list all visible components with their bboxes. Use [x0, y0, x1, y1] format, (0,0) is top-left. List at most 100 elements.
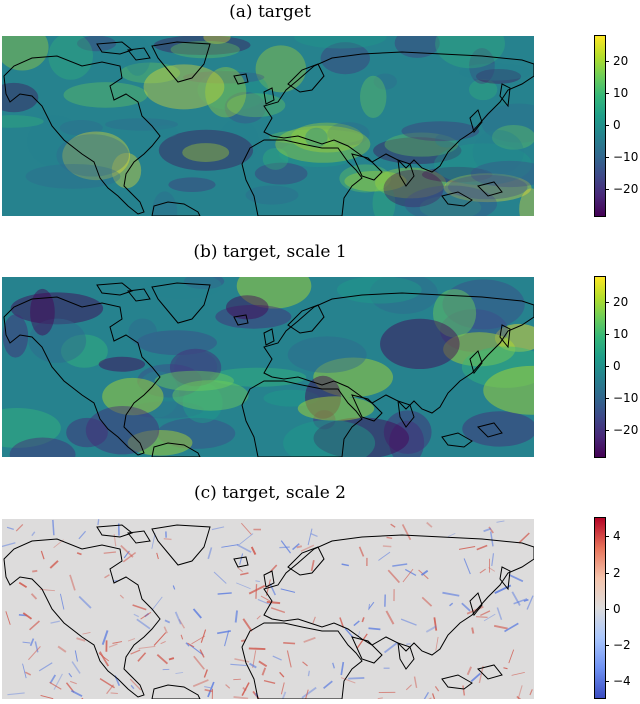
field-streak — [30, 593, 38, 600]
field-streak — [489, 531, 494, 547]
field-streak — [104, 574, 110, 579]
field-streak — [361, 617, 365, 623]
field-streak — [68, 672, 73, 678]
coastline — [397, 400, 415, 428]
field-blob — [143, 277, 222, 299]
field-streak — [435, 636, 439, 651]
field-streak — [52, 519, 55, 536]
field-streak — [204, 688, 213, 693]
field-streak — [160, 640, 166, 645]
field-streak — [153, 632, 167, 646]
field-streak — [163, 626, 168, 634]
field-streak — [303, 636, 316, 643]
field-blob — [218, 118, 259, 164]
field-blob — [136, 330, 217, 356]
field-streak — [281, 691, 287, 699]
field-streak — [529, 689, 533, 696]
field-blob — [30, 288, 55, 336]
panel-c-map — [2, 519, 534, 699]
field-blob — [151, 191, 178, 216]
field-blob — [154, 370, 234, 392]
field-blob — [182, 382, 223, 424]
panel-a-heatmap — [2, 36, 534, 216]
coastline — [233, 556, 249, 568]
field-streak — [28, 646, 41, 661]
field-blob — [443, 173, 532, 203]
field-streak — [151, 533, 156, 549]
field-streak — [239, 533, 254, 545]
colorbar-tick: −20 — [605, 183, 638, 195]
coastline — [241, 139, 363, 216]
field-streak — [493, 624, 508, 630]
field-streak — [310, 533, 318, 538]
field-streak — [241, 639, 246, 642]
field-blob — [2, 408, 61, 448]
coastline — [151, 282, 211, 324]
field-streak — [504, 622, 519, 633]
field-streak — [53, 673, 63, 690]
coastline — [469, 109, 483, 134]
coastline — [127, 47, 151, 61]
field-streak — [421, 596, 433, 607]
field-streak — [31, 531, 36, 537]
field-streak — [175, 672, 184, 674]
field-blob — [129, 401, 204, 419]
field-blob — [269, 129, 364, 145]
field-streak — [233, 695, 249, 699]
field-streak — [513, 598, 528, 605]
coastline — [151, 442, 201, 457]
field-blob — [375, 167, 447, 199]
field-streak — [137, 652, 147, 662]
field-streak — [138, 645, 156, 650]
field-streak — [401, 524, 412, 541]
field-blob — [224, 91, 267, 124]
field-streak — [300, 544, 315, 552]
field-blob — [203, 36, 231, 45]
field-blob — [384, 132, 459, 157]
field-blob — [373, 73, 397, 90]
field-streak — [110, 692, 118, 694]
field-streak — [368, 627, 381, 631]
coastline — [151, 201, 201, 216]
field-streak — [241, 522, 252, 535]
field-blob — [48, 36, 93, 80]
colorbar-tick: 20 — [605, 296, 628, 308]
field-streak — [471, 627, 475, 634]
field-blob — [475, 68, 522, 84]
field-blob — [283, 419, 376, 457]
coastline — [263, 328, 275, 346]
field-blob — [9, 437, 76, 457]
field-streak — [503, 667, 508, 670]
field-blob — [421, 166, 493, 183]
field-blob — [59, 120, 103, 136]
coastline — [397, 159, 415, 187]
field-streak — [156, 654, 169, 665]
field-streak — [305, 689, 309, 699]
coastline — [441, 432, 473, 448]
field-streak — [140, 611, 152, 620]
field-streak — [390, 523, 396, 528]
field-streak — [405, 684, 412, 691]
field-streak — [368, 601, 375, 610]
field-blob — [287, 336, 367, 373]
field-blob — [435, 36, 505, 69]
field-streak — [255, 584, 258, 599]
field-streak — [69, 574, 76, 591]
coastline — [287, 304, 325, 334]
panel-c-colorbar-ticks: 4 2 0 −2 −4 — [605, 517, 640, 697]
field-streak — [22, 612, 33, 620]
field-blob — [443, 332, 516, 367]
field-blob — [468, 79, 498, 101]
panel-c-colorbar — [594, 517, 606, 699]
panel-b-colorbar — [594, 276, 606, 458]
field-streak — [225, 684, 231, 689]
field-blob — [401, 121, 480, 142]
field-blob — [327, 122, 370, 146]
field-streak — [269, 583, 276, 596]
field-streak — [76, 637, 86, 642]
field-blob — [61, 334, 108, 368]
coastline — [96, 524, 134, 538]
field-blob — [66, 417, 108, 448]
field-streak — [70, 689, 83, 697]
coastline — [151, 524, 211, 566]
